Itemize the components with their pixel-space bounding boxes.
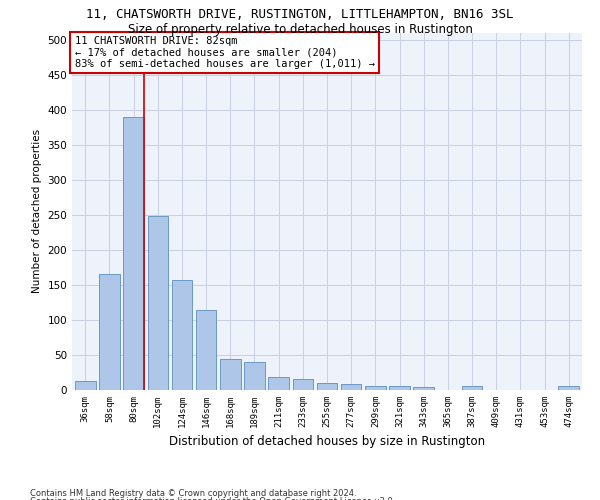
Bar (99, 274, 120, 390)
Bar (172, 280, 192, 390)
Bar (196, 310, 217, 390)
Y-axis label: Number of detached properties: Number of detached properties (32, 129, 42, 294)
Bar (317, 383, 337, 390)
Bar (389, 386, 410, 390)
Bar (244, 362, 265, 390)
Bar (365, 386, 386, 390)
Text: 11 CHATSWORTH DRIVE: 82sqm
← 17% of detached houses are smaller (204)
83% of sem: 11 CHATSWORTH DRIVE: 82sqm ← 17% of deta… (74, 36, 374, 70)
Bar (268, 378, 289, 390)
X-axis label: Distribution of detached houses by size in Rustington: Distribution of detached houses by size … (169, 436, 485, 448)
Text: Contains HM Land Registry data © Crown copyright and database right 2024.: Contains HM Land Registry data © Crown c… (30, 488, 356, 498)
Bar (124, 116, 144, 390)
Bar (413, 387, 434, 390)
Bar (341, 384, 361, 390)
Bar (148, 216, 168, 390)
Bar (462, 386, 482, 390)
Bar (220, 359, 241, 390)
Text: Size of property relative to detached houses in Rustington: Size of property relative to detached ho… (128, 22, 472, 36)
Text: 11, CHATSWORTH DRIVE, RUSTINGTON, LITTLEHAMPTON, BN16 3SL: 11, CHATSWORTH DRIVE, RUSTINGTON, LITTLE… (86, 8, 514, 20)
Bar (559, 386, 579, 390)
Bar (75, 381, 95, 390)
Bar (293, 380, 313, 390)
Text: Contains public sector information licensed under the Open Government Licence v3: Contains public sector information licen… (30, 497, 395, 500)
